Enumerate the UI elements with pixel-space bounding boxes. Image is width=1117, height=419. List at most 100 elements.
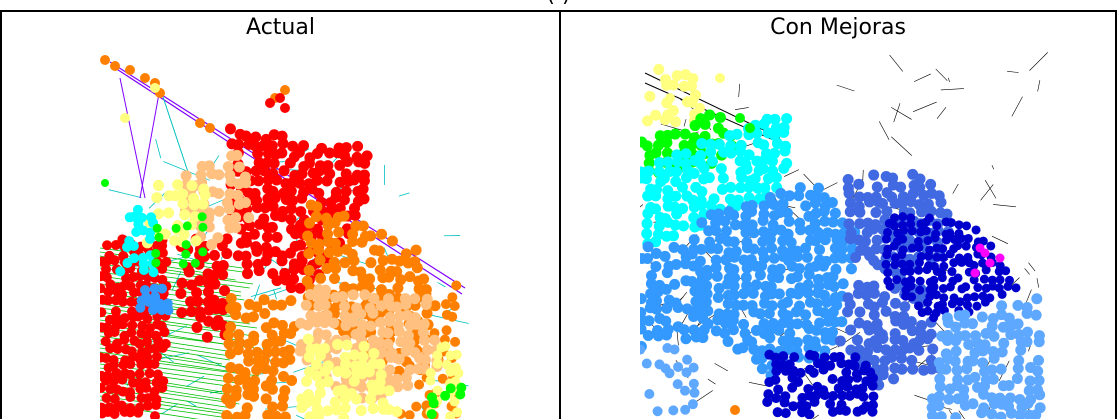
junction-node [195,118,205,128]
junction-node [971,225,981,235]
pipe-segment [738,83,740,98]
junction-node [261,338,273,350]
junction-node [951,364,963,376]
junction-node [109,394,120,405]
junction-node [695,103,705,113]
junction-node [987,373,999,385]
junction-node [929,313,939,323]
junction-node [792,288,804,300]
junction-node [941,335,953,347]
junction-node [348,375,360,387]
junction-node [819,215,831,227]
junction-node [199,189,211,201]
junction-node [695,199,707,211]
pipe-segment [100,351,234,373]
junction-node [978,236,988,246]
junction-node [680,333,692,345]
junction-node [285,213,297,225]
junction-node [432,350,443,361]
junction-node [314,254,326,266]
junction-node [906,281,916,291]
junction-node [151,258,161,268]
junction-node [296,168,308,180]
junction-node [175,287,187,299]
junction-node [176,277,188,289]
junction-node [260,255,272,267]
junction-node [222,161,234,173]
junction-node [929,275,939,285]
junction-node [429,334,441,346]
junction-node [668,241,680,253]
junction-node [276,211,288,223]
junction-node [681,367,692,378]
junction-node [669,128,681,140]
junction-node [670,116,682,128]
junction-node [314,165,326,177]
pipe-segment [139,87,161,199]
junction-node [268,157,280,169]
junction-node [802,279,814,291]
junction-node [149,359,160,369]
junction-node [269,346,281,358]
junction-node [145,233,156,244]
junction-node [393,325,405,337]
junction-node [152,179,164,191]
junction-node [1031,293,1043,305]
pipe-segment [893,103,901,123]
junction-node [889,221,899,231]
junction-node [966,318,978,330]
junction-node [773,288,785,300]
junction-node [940,363,952,375]
junction-node [773,324,785,336]
junction-node [711,270,723,282]
junction-node [144,368,155,379]
junction-node [330,263,342,275]
junction-node [208,249,220,261]
junction-node [1012,318,1024,330]
junction-node [740,272,752,284]
junction-node [818,260,830,272]
junction-node [871,234,883,246]
junction-node [738,288,750,300]
junction-node [804,224,816,236]
junction-node [871,342,883,354]
junction-node [671,70,683,82]
junction-node [970,292,980,302]
junction-node [1004,392,1016,404]
junction-node [221,383,233,395]
junction-node [288,263,300,275]
junction-node [377,254,389,266]
junction-node [242,268,254,280]
pipe-segment [1029,52,1048,71]
junction-node [906,219,916,229]
junction-node [889,241,899,251]
junction-node [836,358,847,369]
junction-node [967,355,979,367]
junction-node [125,359,136,370]
junction-node [120,113,130,123]
junction-node [961,282,971,292]
junction-node [652,330,664,342]
junction-node [836,244,848,256]
pipe-segment [878,121,890,140]
junction-node [332,339,344,351]
junction-node [348,174,360,186]
junction-node [926,410,938,419]
junction-node [241,258,253,270]
junction-node [927,343,939,355]
junction-node [826,196,838,208]
junction-node [836,316,848,328]
junction-node [686,275,698,287]
junction-node [653,220,665,232]
junction-node [445,411,456,419]
junction-node [440,341,451,352]
table-border-top [0,10,1117,12]
junction-node [963,300,973,310]
junction-node [661,147,673,159]
junction-node [284,247,296,259]
junction-node [687,399,698,410]
junction-node [157,283,168,294]
junction-node [671,208,683,220]
junction-node [267,200,279,212]
